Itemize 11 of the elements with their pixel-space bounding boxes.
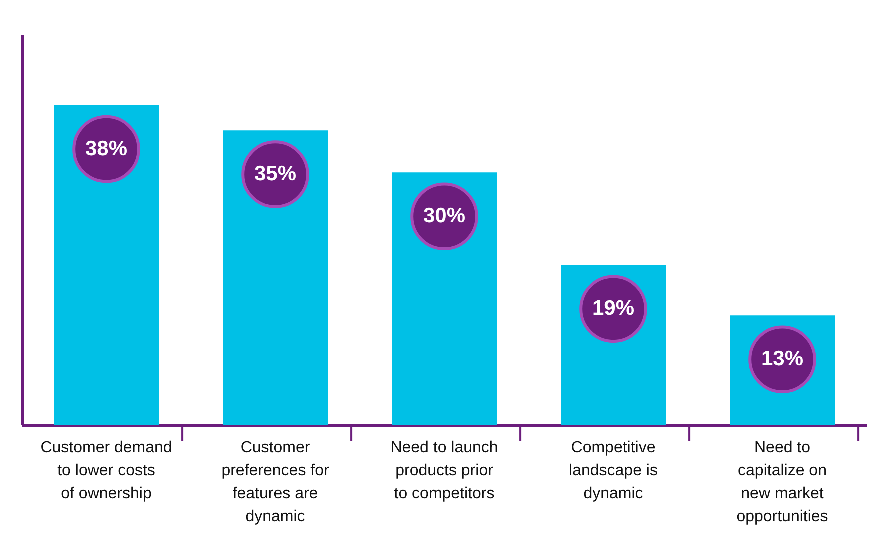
- x-tick-label: Need to launch products prior to competitors: [390, 440, 498, 502]
- data-label: 19%: [592, 297, 635, 320]
- data-label: 30%: [423, 204, 466, 228]
- bar: [54, 105, 159, 425]
- x-tick-label: Customer demand to lower costs of ownership: [40, 440, 172, 502]
- x-tick-label: Competitive landscape is dynamic: [569, 440, 658, 502]
- x-tick-label: Customer preferences for features are dynamic: [222, 440, 330, 526]
- data-label: 38%: [85, 137, 128, 160]
- x-tick-label: Need to capitalize on new market opportunities: [736, 440, 828, 526]
- data-label: 35%: [254, 162, 297, 186]
- data-label: 13%: [761, 348, 804, 371]
